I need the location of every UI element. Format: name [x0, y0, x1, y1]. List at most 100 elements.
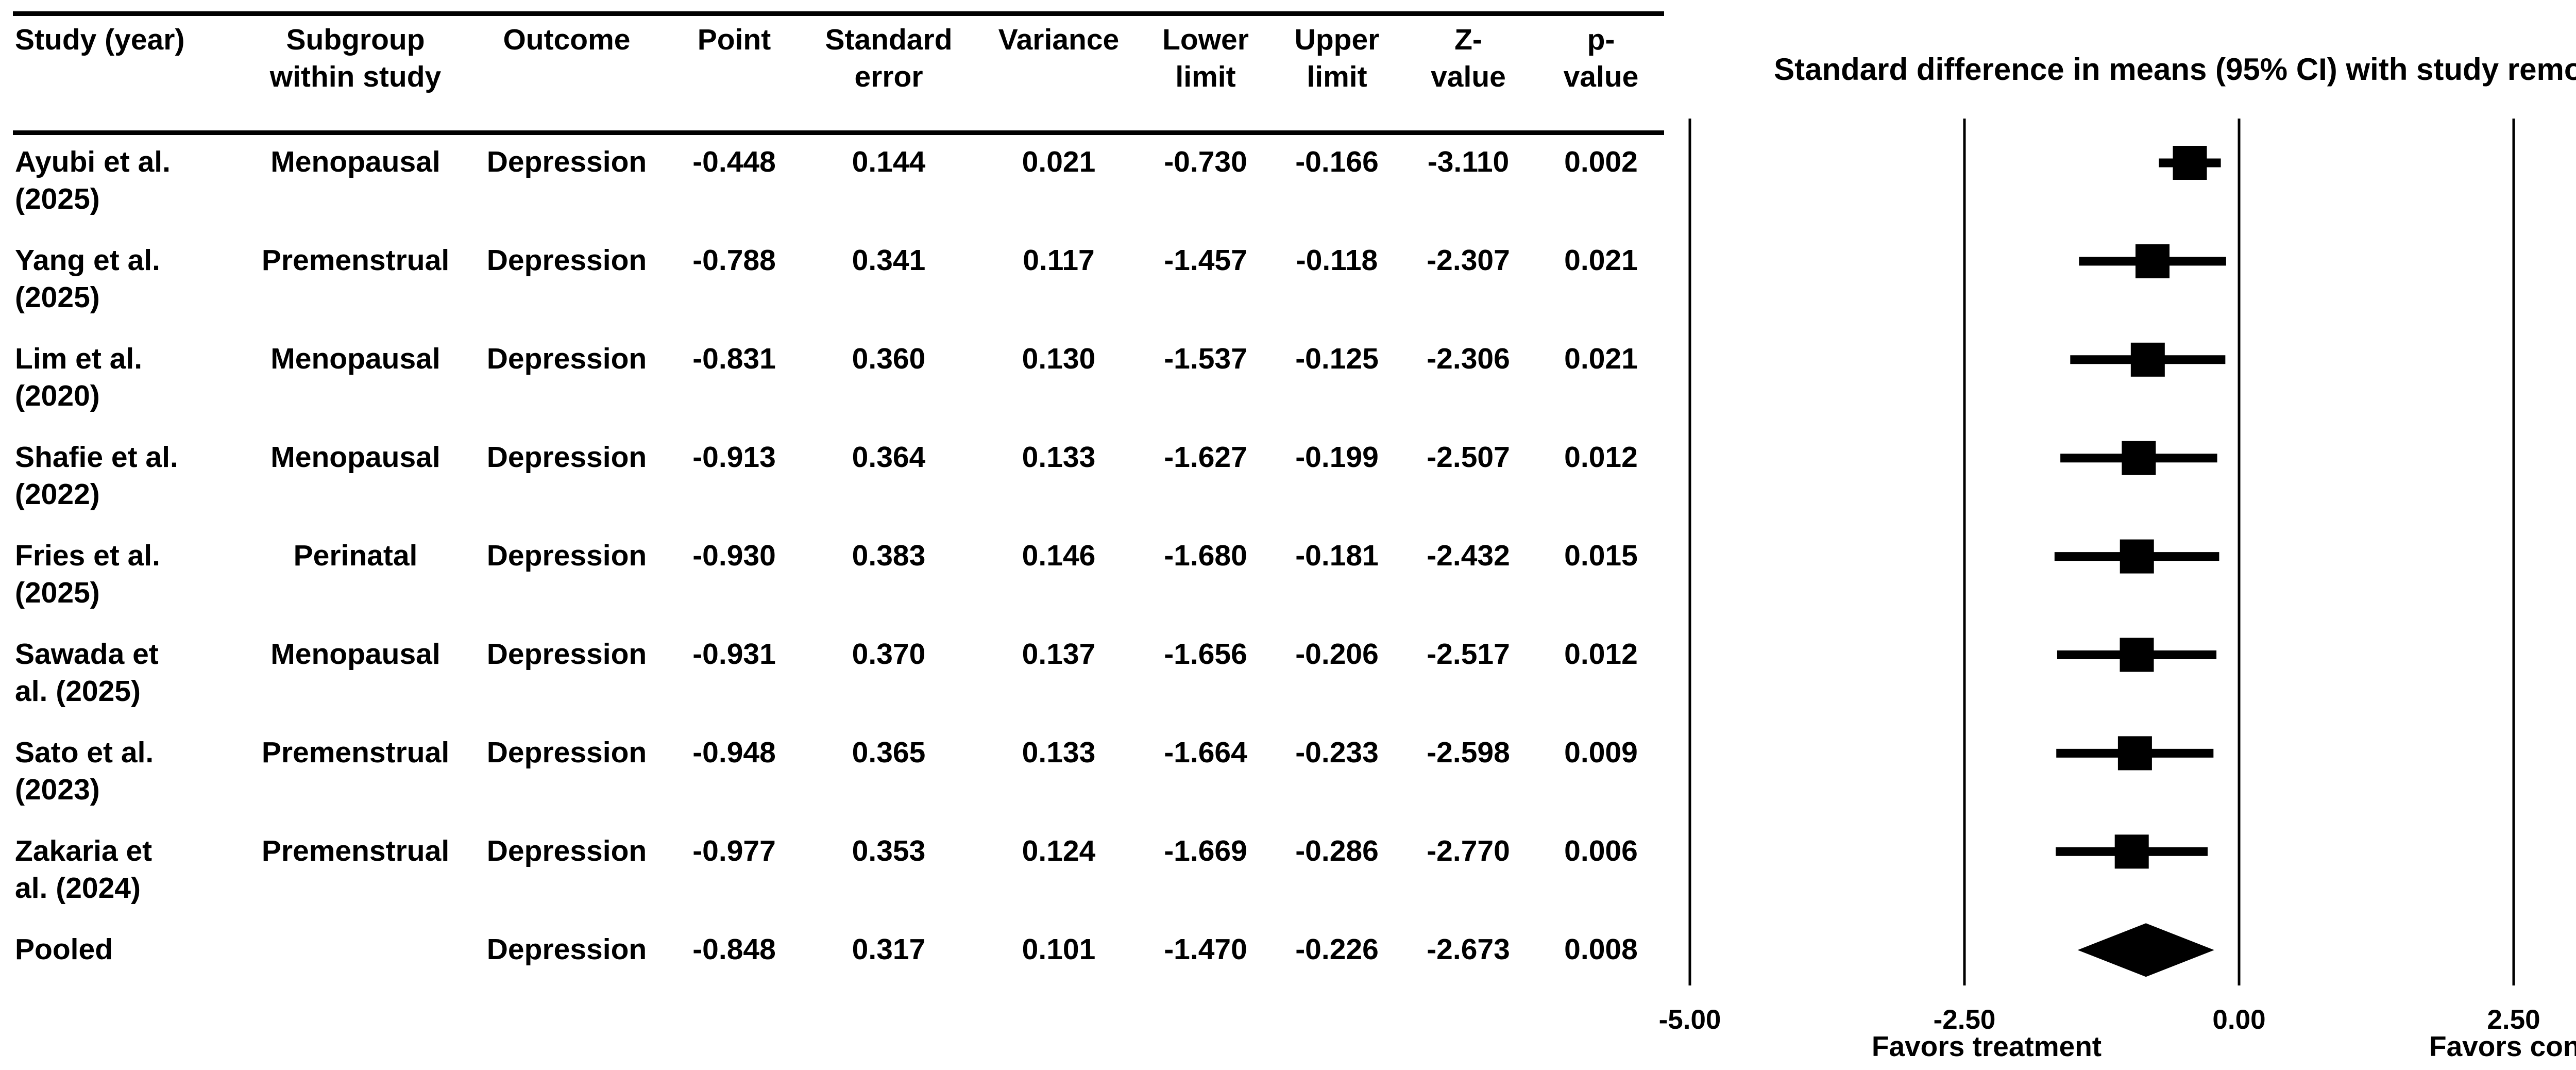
table-row: Lim et al. (2020) Menopausal Depression -0.8…	[13, 332, 1664, 430]
point-estimate-square	[2130, 342, 2165, 377]
subgroup-cell	[250, 923, 461, 1021]
p-value-cell: 0.012	[1564, 638, 1638, 671]
study-name-line: (2023)	[15, 773, 100, 806]
standard-error-cell: 0.370	[852, 638, 926, 671]
p-value-cell: 0.021	[1564, 244, 1638, 277]
study-name-line: Lim et al.	[15, 342, 143, 375]
z-value-cell: -2.770	[1427, 834, 1510, 867]
col-header-line: Upper	[1294, 23, 1380, 56]
table-row: Sawada et al. (2025) Menopausal Depression -…	[13, 627, 1664, 726]
point-cell: -0.930	[692, 539, 776, 572]
variance-cell: 0.021	[1022, 145, 1096, 178]
upper-limit-cell: -0.181	[1295, 539, 1379, 572]
z-value-cell: -3.110	[1427, 145, 1510, 178]
col-header-line: within study	[269, 60, 442, 93]
col-header-variance: Variance	[981, 21, 1136, 95]
upper-limit-cell: -0.226	[1295, 933, 1379, 966]
standard-error-cell: 0.353	[852, 834, 926, 867]
col-header-line: Z-	[1454, 23, 1482, 56]
p-value-cell: 0.021	[1564, 342, 1638, 375]
study-cell: Sawada et al. (2025)	[13, 627, 250, 726]
lower-limit-cell: -0.730	[1164, 145, 1247, 178]
x-tick-label: 0.00	[2212, 1005, 2265, 1035]
point-estimate-square	[2122, 441, 2156, 475]
table-row: Ayubi et al. (2025) Menopausal Depression -0…	[13, 135, 1664, 233]
z-value-cell: -2.517	[1427, 638, 1510, 671]
study-cell: Shafie et al. (2022)	[13, 430, 250, 529]
col-header-line: value	[1563, 60, 1639, 93]
lower-limit-cell: -1.680	[1164, 539, 1247, 572]
col-header-line: limit	[1307, 60, 1367, 93]
study-name-line: (2022)	[15, 478, 100, 511]
pooled-diamond	[2077, 923, 2214, 977]
pooled-diamond-marker	[2077, 923, 2214, 977]
point-cell: -0.977	[692, 834, 776, 867]
point-cell: -0.948	[692, 736, 776, 769]
table-body: Ayubi et al. (2025) Menopausal Depression -0…	[13, 135, 1664, 1021]
study-ci-marker	[2159, 146, 2221, 180]
point-estimate-square	[2173, 146, 2207, 180]
standard-error-cell: 0.364	[852, 441, 926, 474]
lower-limit-cell: -1.656	[1164, 638, 1247, 671]
standard-error-cell: 0.144	[852, 145, 926, 178]
table-row: Zakaria et al. (2024) Premenstrual Depressi…	[13, 824, 1664, 923]
point-cell: -0.788	[692, 244, 776, 277]
study-name-line: Sato et al.	[15, 736, 154, 769]
table-row: Shafie et al. (2022) Menopausal Depression -…	[13, 430, 1664, 529]
col-header-line: Lower	[1162, 23, 1249, 56]
study-name-line: (2025)	[15, 182, 100, 215]
subgroup-cell: Menopausal	[270, 441, 440, 474]
col-header-upper-limit: Upper limit	[1275, 21, 1399, 95]
z-value-cell: -2.432	[1427, 539, 1510, 572]
outcome-cell: Depression	[486, 834, 647, 867]
col-header-subgroup: Subgroup within study	[250, 21, 461, 95]
z-value-cell: -2.307	[1427, 244, 1510, 277]
col-header-line: error	[854, 60, 923, 93]
col-header-study: Study (year)	[13, 21, 250, 95]
standard-error-cell: 0.341	[852, 244, 926, 277]
study-ci-marker	[2054, 539, 2219, 574]
table-row: Pooled Depression -0.848 0.317 0.101 -1.470 -0…	[13, 923, 1664, 1021]
study-name-line: Shafie et al.	[15, 441, 178, 474]
subgroup-cell: Premenstrual	[261, 834, 450, 867]
p-value-cell: 0.015	[1564, 539, 1638, 572]
col-header-line: Subgroup	[286, 23, 425, 56]
col-header-line: value	[1431, 60, 1506, 93]
study-name-line: (2025)	[15, 281, 100, 314]
z-value-cell: -2.673	[1427, 933, 1510, 966]
study-name-line: Yang et al.	[15, 244, 160, 277]
point-estimate-square	[2135, 244, 2170, 278]
subgroup-cell: Premenstrual	[261, 244, 450, 277]
outcome-cell: Depression	[486, 244, 647, 277]
standard-error-cell: 0.360	[852, 342, 926, 375]
col-header-line: Standard	[825, 23, 953, 56]
table-row: Yang et al. (2025) Premenstrual Depression -…	[13, 233, 1664, 332]
z-value-cell: -2.507	[1427, 441, 1510, 474]
col-header-line: Outcome	[503, 23, 631, 56]
col-header-z-value: Z-value	[1399, 21, 1538, 95]
favors-control-label: Favors control	[2429, 1030, 2576, 1062]
col-header-outcome: Outcome	[461, 21, 672, 95]
p-value-cell: 0.006	[1564, 834, 1638, 867]
subgroup-cell: Menopausal	[270, 342, 440, 375]
point-cell: -0.913	[692, 441, 776, 474]
variance-cell: 0.130	[1022, 342, 1096, 375]
study-ci-marker	[2070, 342, 2226, 377]
lower-limit-cell: -1.664	[1164, 736, 1247, 769]
plot-title: Standard difference in means (95% CI) wi…	[1774, 52, 2576, 87]
variance-cell: 0.124	[1022, 834, 1096, 867]
x-tick-label: -5.00	[1659, 1005, 1721, 1035]
subgroup-cell: Menopausal	[270, 638, 440, 671]
col-header-line: Point	[697, 23, 771, 56]
study-ci-marker	[2056, 834, 2208, 869]
point-cell: -0.831	[692, 342, 776, 375]
variance-cell: 0.101	[1022, 933, 1096, 966]
variance-cell: 0.146	[1022, 539, 1096, 572]
subgroup-cell: Menopausal	[270, 145, 440, 178]
col-header-line: Study (year)	[15, 23, 185, 56]
study-cell: Yang et al. (2025)	[13, 233, 250, 332]
col-header-line: limit	[1175, 60, 1236, 93]
subgroup-cell: Perinatal	[293, 539, 418, 572]
study-ci-marker	[2060, 441, 2217, 475]
